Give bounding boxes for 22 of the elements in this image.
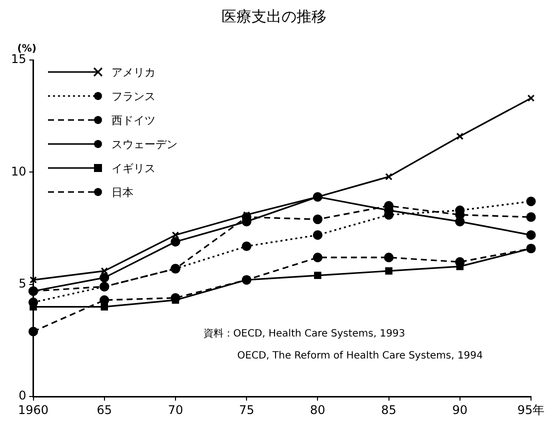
y-tick-label: 5 [18, 276, 26, 291]
x-tick-label: 85 [381, 402, 396, 417]
x-tick-label: 75 [238, 402, 254, 417]
x-tick-label: 1960 [18, 402, 49, 417]
chart-title: 医療支出の推移 [222, 7, 326, 26]
annotation: 資料：OECD, Health Care Systems, 1993 [203, 328, 406, 340]
x-tick-label: 65 [96, 402, 112, 417]
x-tick-label: 90 [452, 402, 468, 417]
x-tick-label: 70 [168, 402, 184, 417]
y-axis-title: (%) [17, 44, 36, 55]
x-tick-label: 95年 [517, 402, 545, 417]
y-tick-label: 0 [18, 388, 26, 403]
y-tick-label: 10 [10, 164, 26, 178]
legend-label: イギリス [111, 160, 156, 176]
legend-label: 日本 [111, 184, 134, 200]
legend-label: スウェーデン [111, 136, 178, 152]
annotation: OECD, The Reform of Health Care Systems, 1994 [237, 350, 483, 362]
x-tick-label: 80 [310, 402, 326, 417]
legend-label: 西ドイツ [111, 112, 156, 128]
legend-label: アメリカ [111, 64, 156, 80]
legend-label: フランス [111, 88, 156, 104]
y-tick-label: 15 [10, 52, 26, 66]
